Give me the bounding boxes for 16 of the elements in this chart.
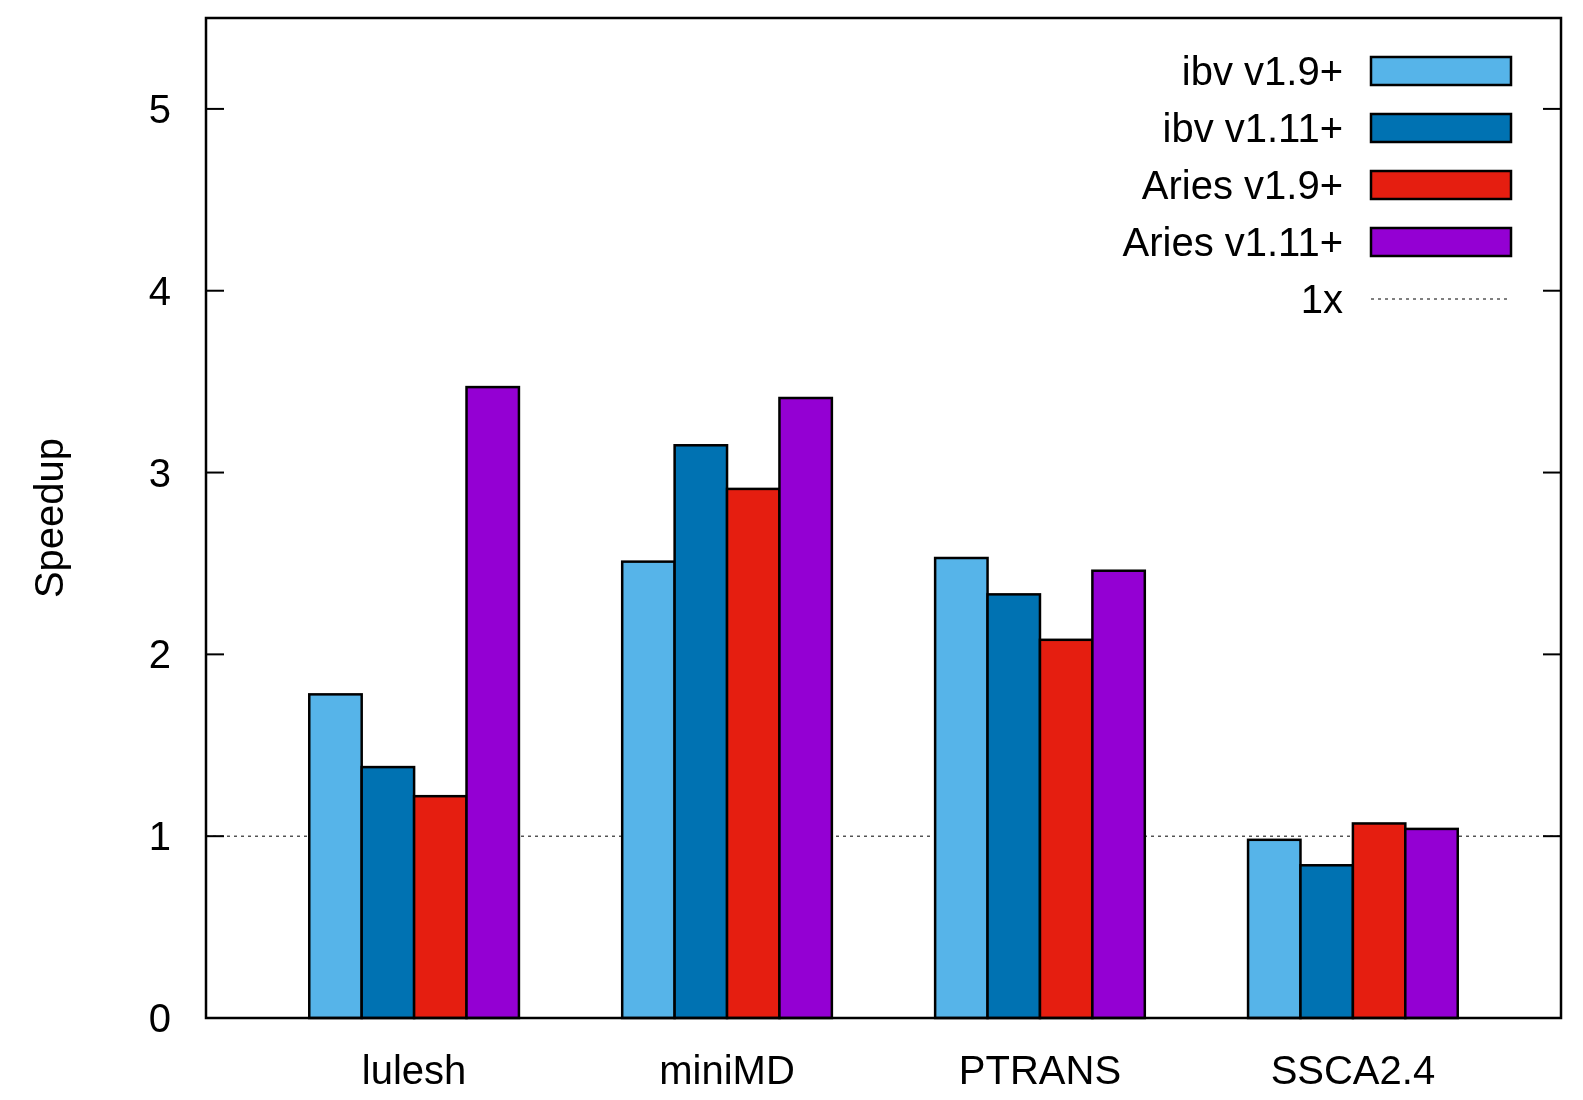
legend-label: Aries v1.9+ [1141, 163, 1343, 207]
legend-label: ibv v1.11+ [1162, 106, 1343, 150]
x-tick-label: miniMD [659, 1048, 795, 1092]
x-tick-label: lulesh [361, 1048, 467, 1092]
y-tick-label: 1 [148, 814, 171, 859]
y-tick-label: 2 [148, 632, 171, 677]
y-tick-label: 0 [148, 996, 171, 1040]
y-tick-label: 4 [148, 268, 171, 313]
y-axis-title: Speedup [27, 437, 71, 599]
x-tick-label: PTRANS [958, 1048, 1122, 1092]
y-tick-label: 5 [148, 86, 171, 131]
legend-label: Aries v1.11+ [1122, 220, 1343, 264]
y-tick-label: 3 [148, 450, 171, 495]
legend-label: ibv v1.9+ [1181, 49, 1343, 93]
x-tick-label: SSCA2.4 [1270, 1048, 1436, 1092]
legend-label: 1x [1300, 277, 1343, 321]
